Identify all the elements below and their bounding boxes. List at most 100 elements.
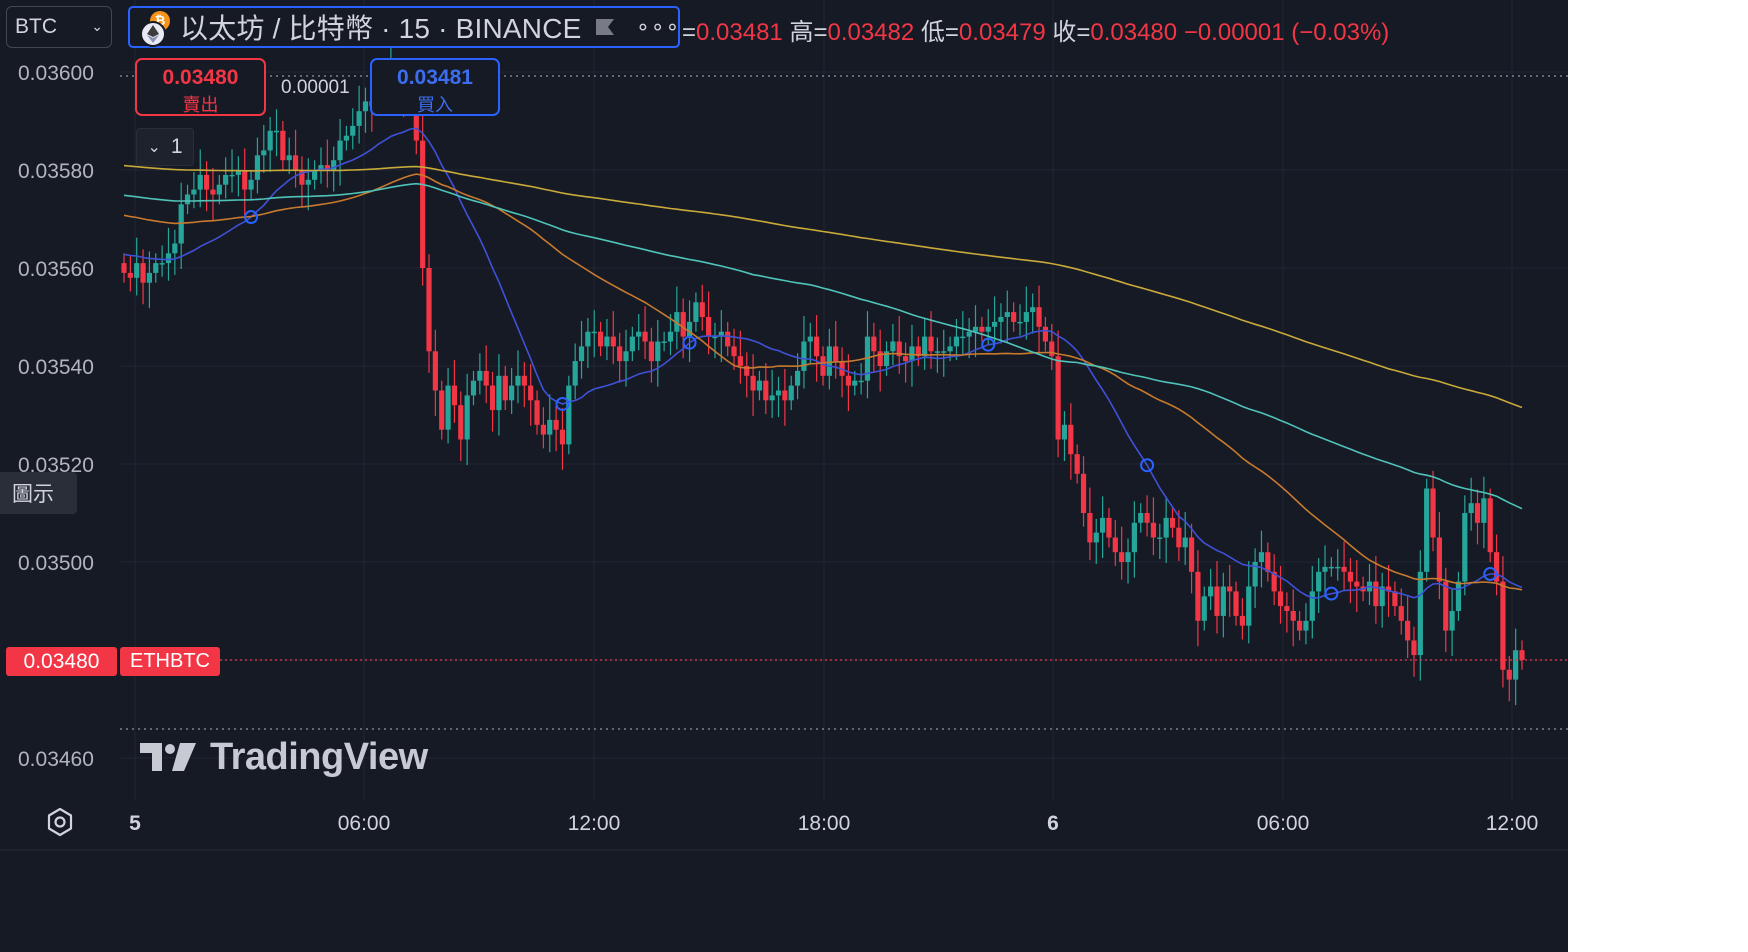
candle-body xyxy=(1087,513,1093,543)
candle-body xyxy=(1303,620,1309,631)
symbol-title[interactable]: ₿ 以太坊 / 比特幣 · 15 · BINANCE ∘∘∘ xyxy=(128,6,680,48)
x-tick-label: 18:00 xyxy=(798,812,851,835)
last-price-label: 0.03480 xyxy=(6,647,117,676)
candle-body xyxy=(1258,552,1265,562)
candle-body xyxy=(648,341,655,362)
candle-body xyxy=(1487,498,1493,553)
candle-body xyxy=(159,263,165,265)
y-tick-label: 0.03460 xyxy=(18,748,94,771)
candle-body xyxy=(292,155,299,170)
candle-body xyxy=(852,380,858,386)
sell-label: 賣出 xyxy=(182,95,219,115)
symbol-select[interactable]: BTC ⌄ xyxy=(6,6,112,48)
candle-body xyxy=(362,101,369,112)
candle-body xyxy=(953,336,960,347)
more-icon[interactable]: ∘∘∘ xyxy=(636,14,681,39)
open-value: 0.03481 xyxy=(696,19,783,46)
candle-body xyxy=(267,130,273,151)
candle-body xyxy=(172,243,178,254)
candle-body xyxy=(134,263,140,278)
candle-body xyxy=(261,150,267,156)
candle-body xyxy=(235,170,241,175)
candle-body xyxy=(515,375,521,386)
open-label: = xyxy=(682,19,697,46)
candle-body xyxy=(356,111,362,126)
candle-body xyxy=(1201,596,1207,621)
chevron-down-icon: ⌄ xyxy=(147,139,161,156)
candle-body xyxy=(845,375,852,386)
candle-body xyxy=(1119,552,1125,562)
candle-body xyxy=(1455,581,1462,611)
indicator-count: 1 xyxy=(170,135,183,158)
candle-body xyxy=(121,263,127,273)
settings-icon[interactable] xyxy=(44,806,76,838)
high-label: 高= xyxy=(789,19,828,46)
tradingview-logo-icon xyxy=(140,743,196,771)
price-chart[interactable]: 0.03600 0.03580 0.03560 0.03540 0.03520 0.035… xyxy=(0,0,1568,952)
candle-body xyxy=(1169,517,1176,528)
x-tick-label: 12:00 xyxy=(1486,812,1539,835)
candle-body xyxy=(1468,503,1474,513)
candle-body xyxy=(1506,669,1512,680)
candle-body xyxy=(312,170,318,180)
candle-body xyxy=(248,179,254,190)
candle-body xyxy=(744,366,750,376)
candle-body xyxy=(712,336,718,339)
candle-body xyxy=(1392,591,1398,607)
candle-body xyxy=(591,331,597,334)
candle-body xyxy=(769,395,775,401)
candle-body xyxy=(883,351,890,366)
sell-button[interactable]: 0.03480 賣出 xyxy=(135,58,266,116)
chevron-down-icon: ⌄ xyxy=(91,18,103,34)
buy-button[interactable]: 0.03481 買入 xyxy=(370,58,500,116)
candle-body xyxy=(350,125,356,136)
candle-body xyxy=(1055,356,1061,440)
chart-area[interactable]: 0.03600 0.03580 0.03560 0.03540 0.03520 0.035… xyxy=(0,0,1568,952)
candle-body xyxy=(216,184,222,195)
candle-body xyxy=(299,170,305,185)
candle-body xyxy=(547,419,553,435)
candle-body xyxy=(1296,620,1303,631)
candle-body xyxy=(458,405,464,440)
candle-body xyxy=(273,130,280,133)
candle-body xyxy=(896,341,902,357)
signal-marker xyxy=(244,210,259,225)
candle-body xyxy=(1398,606,1404,621)
candle-body xyxy=(909,346,915,362)
candle-body xyxy=(140,263,146,283)
candle-body xyxy=(1068,424,1074,455)
candle-body xyxy=(794,370,801,386)
candle-body xyxy=(1144,513,1150,523)
symbol-icon: ₿ xyxy=(136,9,172,47)
y-tick-label: 0.03540 xyxy=(18,356,94,379)
candle-body xyxy=(833,346,839,362)
flag-icon[interactable] xyxy=(594,17,616,37)
candle-body xyxy=(1131,522,1137,553)
candle-body xyxy=(1246,586,1252,626)
candle-body xyxy=(1373,581,1379,607)
candle-body xyxy=(877,351,883,366)
y-tick-label: 0.03560 xyxy=(18,258,94,281)
candle-body xyxy=(903,356,909,362)
candle-body xyxy=(1436,537,1442,582)
collapse-indicators-button[interactable]: ⌄ 1 xyxy=(136,128,194,166)
candle-body xyxy=(1233,591,1239,616)
candle-body xyxy=(871,336,877,352)
signal-marker xyxy=(555,396,570,411)
candle-body xyxy=(1481,498,1487,523)
candle-body xyxy=(153,263,159,273)
close-value: 0.03480 xyxy=(1090,19,1178,46)
candle-body xyxy=(858,380,864,383)
candle-body xyxy=(667,331,674,342)
sell-price: 0.03480 xyxy=(162,66,239,89)
close-label: 收= xyxy=(1052,19,1091,46)
candle-body xyxy=(566,385,572,445)
candle-body xyxy=(1379,586,1385,607)
legend-button[interactable]: 圖示 xyxy=(0,472,77,514)
candle-body xyxy=(1284,606,1290,611)
candle-body xyxy=(559,429,566,445)
candle-body xyxy=(1500,581,1506,670)
tradingview-watermark[interactable]: TradingView xyxy=(140,734,428,780)
candle-body xyxy=(1182,537,1188,548)
candle-body xyxy=(699,302,705,317)
